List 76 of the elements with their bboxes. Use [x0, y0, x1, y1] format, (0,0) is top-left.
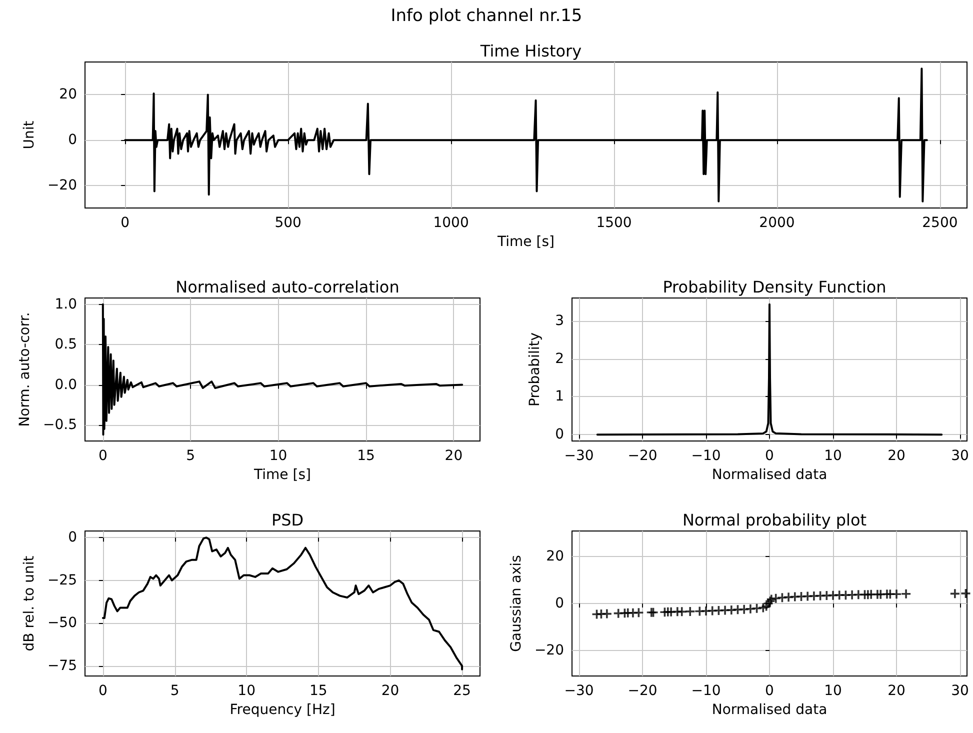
chart-title: Normalised auto-correlation	[176, 278, 400, 296]
x-axis-title: Normalised data	[712, 702, 828, 718]
point	[602, 609, 612, 618]
point	[950, 589, 960, 598]
x-axis-title: Frequency [Hz]	[230, 702, 336, 718]
point	[677, 607, 686, 616]
x-tick-label: −20	[628, 683, 658, 699]
x-tick-label: 30	[951, 448, 969, 464]
x-tick-label: 0	[98, 448, 108, 464]
x-axis-title: Time [s]	[253, 466, 311, 483]
x-tick-label: 500	[274, 215, 302, 231]
x-tick-label: 10	[824, 683, 842, 699]
x-tick-label: 20	[381, 683, 400, 699]
chart-title: Normal probability plot	[682, 510, 867, 530]
y-tick-label: 20	[546, 548, 564, 565]
point	[686, 606, 695, 616]
y-tick-label: 3	[555, 313, 564, 330]
x-axis-title: Time [s]	[496, 234, 554, 250]
y-axis-title: Norm. auto-corr.	[17, 312, 34, 427]
point	[771, 594, 780, 603]
x-tick-label: 2500	[922, 215, 958, 231]
y-axis-title: dB rel. to unit	[22, 555, 38, 652]
y-tick-label: −50	[47, 615, 77, 632]
y-axis-title: Unit	[22, 120, 38, 150]
line-series	[102, 536, 464, 670]
y-tick-label: 0	[555, 426, 564, 443]
x-tick-label: 10	[824, 448, 842, 464]
x-tick-label: 1500	[596, 215, 632, 231]
x-tick-label: 0	[120, 215, 130, 231]
y-tick-label: 0.5	[54, 336, 77, 353]
y-tick-label: −25	[47, 572, 77, 588]
x-tick-label: −10	[691, 448, 721, 464]
chart-title: Probability Density Function	[662, 278, 886, 296]
x-tick-label: −30	[564, 683, 594, 699]
y-tick-label: 0.0	[54, 376, 77, 393]
y-tick-label: 2	[555, 350, 564, 367]
x-tick-label: −10	[691, 683, 721, 699]
y-tick-label: 20	[59, 86, 77, 103]
point	[902, 589, 911, 598]
point	[634, 608, 644, 618]
y-tick-label: 1.0	[54, 296, 77, 312]
y-tick-label: 0	[68, 132, 77, 148]
line-series	[596, 303, 943, 436]
x-tick-label: 10	[269, 448, 288, 464]
text: Info plot channel nr.15	[390, 6, 584, 26]
x-tick-label: 0	[765, 448, 774, 464]
x-tick-label: 2000	[759, 215, 795, 231]
x-tick-label: 20	[444, 448, 463, 464]
x-tick-label: 5	[186, 448, 196, 464]
x-tick-label: 15	[309, 683, 328, 699]
y-tick-label: 1	[555, 388, 564, 405]
y-axis-title: Probability	[527, 332, 543, 407]
y-tick-label: −75	[47, 658, 77, 674]
y-tick-label: −20	[47, 178, 77, 194]
y-tick-label: −20	[534, 642, 564, 658]
x-tick-label: 1000	[433, 215, 469, 231]
point	[892, 590, 902, 599]
point	[961, 588, 970, 598]
x-tick-label: 0	[98, 683, 108, 699]
y-tick-label: −0.5	[43, 416, 77, 433]
x-tick-label: 15	[357, 448, 375, 464]
x-tick-label: 20	[888, 683, 906, 699]
x-tick-label: 10	[238, 683, 256, 699]
x-axis-title: Normalised data	[712, 466, 828, 483]
y-tick-label: 0	[68, 530, 77, 546]
x-tick-label: 5	[170, 683, 180, 699]
x-tick-label: −20	[628, 448, 658, 464]
chart-title: PSD	[271, 510, 304, 530]
x-tick-label: 30	[951, 683, 969, 699]
x-tick-label: 25	[453, 683, 471, 699]
chart-title: Time History	[479, 42, 582, 60]
x-tick-label: −30	[564, 448, 594, 464]
x-tick-label: 20	[888, 448, 906, 464]
x-tick-label: 0	[765, 683, 774, 699]
y-axis-title: Gaussian axis	[508, 555, 525, 652]
y-tick-label: 0	[555, 596, 564, 612]
